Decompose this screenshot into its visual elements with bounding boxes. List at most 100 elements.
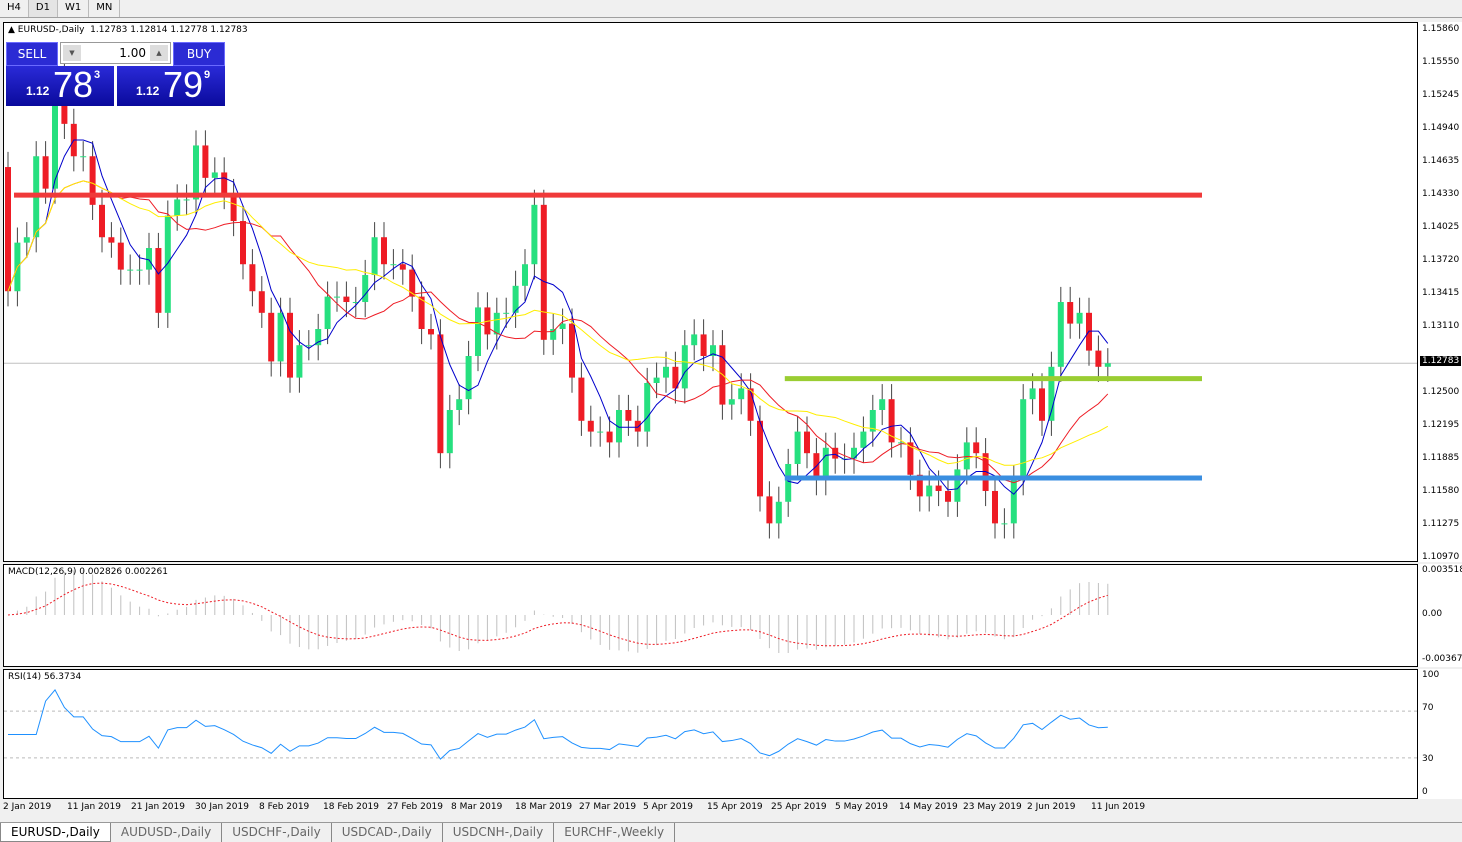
tab-usdcad[interactable]: USDCAD-,Daily [332, 823, 443, 842]
buy-price-big: 79 [163, 64, 204, 105]
candle [221, 172, 228, 195]
candle [775, 501, 782, 524]
candle [587, 420, 594, 432]
candle [757, 420, 763, 497]
price-tick: 1.15550 [1422, 57, 1460, 68]
sell-button[interactable]: SELL [6, 42, 58, 66]
candle [700, 334, 707, 357]
tab-eurchf[interactable]: EURCHF-,Weekly [554, 823, 676, 842]
date-tick: 11 Jun 2019 [1091, 802, 1146, 812]
timeframe-bar: H4 D1 W1 MN [0, 0, 1462, 18]
candle [493, 312, 500, 335]
candle [381, 237, 387, 265]
macd-tick: -0.00367 [1422, 654, 1462, 664]
candle [174, 199, 181, 216]
candle [418, 296, 425, 330]
candle [1104, 363, 1111, 367]
buy-price-prefix: 1.12 [136, 84, 160, 98]
buy-button[interactable]: BUY [173, 42, 225, 66]
candle [832, 447, 839, 459]
symbol-title: EURUSD-,Daily [17, 25, 85, 35]
candle [512, 285, 519, 313]
buy-price-sup: 9 [204, 69, 211, 81]
candle [305, 345, 312, 347]
macd-tick: 0.003518 [1422, 565, 1462, 575]
candle [945, 490, 951, 502]
timeframe-mn[interactable]: MN [89, 0, 121, 17]
date-tick: 14 May 2019 [899, 802, 958, 812]
candle [681, 345, 688, 389]
sell-price[interactable]: 1.12 78 3 [6, 64, 114, 106]
candle [851, 447, 857, 459]
candle [5, 167, 11, 292]
candle [277, 312, 284, 362]
date-tick: 8 Feb 2019 [259, 802, 310, 812]
ma-fast-line [7, 139, 1109, 495]
candle [42, 156, 49, 189]
candle [89, 156, 96, 205]
tab-usdcnh[interactable]: USDCNH-,Daily [443, 823, 555, 842]
timeframe-w1[interactable]: W1 [58, 0, 90, 17]
tab-audusd[interactable]: AUDUSD-,Daily [111, 823, 223, 842]
candle [860, 431, 867, 448]
ohlc-text: 1.12783 1.12814 1.12778 1.12783 [90, 25, 248, 35]
lot-stepper[interactable]: ▼ 1.00 ▲ [60, 42, 171, 64]
timeframe-d1[interactable]: D1 [28, 0, 58, 17]
increase-lot-icon[interactable]: ▲ [150, 45, 168, 61]
candle [99, 204, 105, 238]
candles-svg [4, 60, 1417, 539]
candle [869, 409, 876, 432]
candle [634, 420, 641, 432]
date-tick: 30 Jan 2019 [195, 802, 249, 812]
sell-price-big: 78 [53, 64, 94, 105]
candle [390, 264, 397, 266]
rsi-axis: 100 70 30 0 [1418, 669, 1462, 799]
price-chart[interactable]: ▲ EURUSD-,Daily 1.12783 1.12814 1.12778 … [3, 22, 1418, 562]
price-tick: 1.12500 [1422, 386, 1460, 397]
tab-usdchf[interactable]: USDCHF-,Daily [222, 823, 332, 842]
chart-tabs: EURUSD-,Daily AUDUSD-,Daily USDCHF-,Dail… [0, 822, 1462, 842]
macd-pane[interactable]: MACD(12,26,9) 0.002826 0.002261 [3, 564, 1418, 667]
candle [992, 490, 998, 524]
candle [1029, 388, 1036, 400]
candle [522, 264, 528, 286]
rsi-pane[interactable]: RSI(14) 56.3734 [3, 669, 1418, 799]
rsi-title: RSI(14) 56.3734 [8, 672, 82, 682]
rsi-tick: 0 [1422, 787, 1428, 797]
candle [117, 242, 124, 270]
candle [80, 156, 87, 158]
candle [296, 345, 303, 378]
timeframe-h4[interactable]: H4 [0, 0, 29, 17]
tab-eurusd[interactable]: EURUSD-,Daily [0, 823, 111, 842]
date-tick: 5 Apr 2019 [643, 802, 693, 812]
price-tick: 1.14635 [1422, 156, 1460, 167]
price-tick: 1.11275 [1422, 519, 1460, 530]
candle [343, 296, 350, 303]
candle [954, 469, 961, 502]
candle [1057, 302, 1064, 367]
candle [663, 366, 669, 378]
date-tick: 27 Feb 2019 [387, 802, 444, 812]
candle [597, 431, 604, 433]
candle [136, 269, 143, 271]
date-tick: 25 Apr 2019 [771, 802, 827, 812]
candle [1010, 480, 1017, 524]
candle [287, 312, 293, 378]
decrease-lot-icon[interactable]: ▼ [63, 45, 81, 61]
candle [841, 458, 848, 460]
candle [503, 312, 510, 314]
price-tick: 1.11580 [1422, 486, 1460, 497]
buy-price[interactable]: 1.12 79 9 [117, 64, 225, 106]
candle [747, 388, 754, 421]
candle [794, 431, 801, 464]
date-tick: 21 Jan 2019 [131, 802, 185, 812]
candle [907, 442, 914, 475]
date-tick: 8 Mar 2019 [451, 802, 503, 812]
candle [531, 204, 538, 265]
candle [315, 329, 322, 346]
candle [362, 275, 369, 303]
lot-value[interactable]: 1.00 [119, 46, 146, 60]
candle [569, 323, 575, 378]
one-click-trading-panel: SELL ▼ 1.00 ▲ BUY 1.12 78 3 1.12 79 9 [6, 42, 225, 106]
date-tick: 15 Apr 2019 [707, 802, 763, 812]
